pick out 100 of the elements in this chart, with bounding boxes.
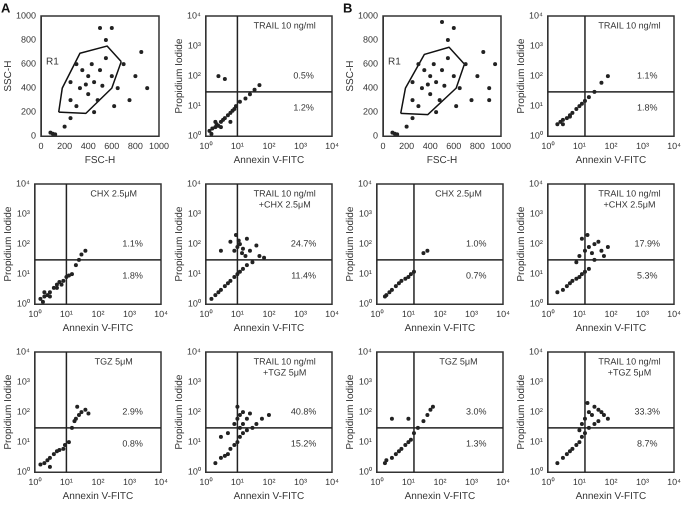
- x-tick-label: 10²: [604, 477, 618, 488]
- x-tick-label: 800: [128, 141, 143, 152]
- text: TRAIL 10 ng/ml: [254, 20, 316, 30]
- x-tick-label: 800: [470, 141, 485, 152]
- x-tick-label: 10³: [464, 477, 478, 488]
- y-tick-label: 10³: [358, 208, 372, 219]
- x-tick-label: 10²: [262, 477, 276, 488]
- x-tick-label: 10³: [294, 141, 307, 152]
- y-tick-label: 10¹: [16, 436, 30, 447]
- x-tick-label: 10²: [604, 309, 618, 320]
- y-tick-label: 10⁰: [16, 298, 30, 309]
- annotation: 5.3%: [637, 270, 658, 280]
- x-tick-label: 10²: [262, 141, 276, 152]
- x-tick-label: 10²: [91, 309, 104, 320]
- y-axis-title: Propidium Iodide: [2, 206, 14, 282]
- y-axis-title: Propidium Iodide: [174, 206, 185, 282]
- y-axis-title: SSC-H: [2, 60, 14, 92]
- x-tick-label: 10¹: [402, 309, 415, 320]
- y-tick-label: 0: [373, 130, 378, 141]
- y-tick-label: 200: [362, 106, 378, 117]
- annotation: 40.8%: [290, 406, 316, 416]
- y-axis-title: Propidium Iodide: [516, 206, 527, 282]
- x-tick-label: 600: [104, 141, 120, 152]
- y-tick-label: 10³: [530, 208, 543, 219]
- y-tick-label: 10⁴: [186, 346, 201, 356]
- x-tick-label: 1000: [148, 141, 170, 152]
- y-tick-label: 10³: [16, 376, 30, 387]
- y-tick-label: 10⁰: [188, 130, 201, 141]
- y-tick-label: 10¹: [188, 436, 201, 447]
- y-tick-label: 200: [20, 106, 36, 117]
- y-tick-label: 10²: [188, 406, 201, 417]
- x-tick-label: 10³: [636, 309, 649, 320]
- y-tick-label: 10³: [16, 208, 30, 219]
- annotation: 33.3%: [634, 406, 660, 416]
- y-tick-label: 10²: [16, 406, 30, 417]
- y-tick-label: 10¹: [530, 268, 543, 279]
- x-tick-label: 0: [380, 141, 386, 152]
- y-tick-label: 10²: [188, 238, 201, 249]
- x-tick-label: 10²: [91, 477, 104, 488]
- y-tick-label: 10³: [188, 208, 201, 219]
- annotation: 1.1%: [637, 70, 658, 80]
- text: TRAIL 10 ng/ml +TGZ 5μM: [598, 356, 661, 378]
- y-tick-label: 600: [362, 58, 378, 69]
- x-tick-label: 10¹: [60, 477, 73, 488]
- x-tick-label: 200: [57, 141, 72, 152]
- y-tick-label: 10⁰: [188, 298, 201, 309]
- x-tick-label: 10¹: [230, 477, 244, 488]
- y-tick-label: 400: [362, 82, 378, 93]
- y-tick-label: 10⁰: [530, 298, 543, 309]
- y-tick-label: 10¹: [530, 436, 543, 447]
- x-tick-label: 10⁴: [496, 309, 510, 320]
- x-tick-label: 10¹: [230, 141, 244, 152]
- y-tick-label: 10⁴: [358, 178, 372, 188]
- x-tick-label: 10³: [636, 141, 649, 152]
- x-tick-label: 10⁰: [199, 477, 212, 488]
- text: A: [1, 0, 11, 16]
- y-tick-label: 10²: [188, 70, 201, 81]
- x-axis-title: Annexin V-FITC: [576, 490, 646, 502]
- x-tick-label: 10⁴: [154, 309, 168, 320]
- x-tick-label: 10¹: [402, 477, 415, 488]
- x-tick-label: 10²: [604, 141, 618, 152]
- x-tick-label: 10²: [262, 309, 276, 320]
- x-axis-title: Annexin V-FITC: [576, 154, 646, 166]
- y-tick-label: 400: [20, 82, 36, 93]
- annotation: 1.8%: [637, 102, 658, 112]
- y-tick-label: 600: [20, 58, 36, 69]
- x-tick-label: 10⁴: [667, 477, 682, 488]
- annotation: 1.2%: [293, 102, 314, 112]
- x-tick-label: 10⁰: [199, 309, 212, 320]
- y-tick-label: 10⁴: [16, 178, 30, 188]
- x-tick-label: 10³: [464, 309, 478, 320]
- y-tick-label: 10¹: [188, 100, 201, 111]
- y-tick-label: 10³: [188, 40, 201, 51]
- y-axis-title: Propidium Iodide: [174, 38, 185, 114]
- annotation: 15.2%: [290, 438, 316, 448]
- x-tick-label: 10³: [122, 477, 136, 488]
- y-axis-title: Propidium Iodide: [2, 374, 14, 450]
- x-axis-title: Annexin V-FITC: [234, 322, 304, 334]
- y-tick-label: 1000: [358, 10, 378, 20]
- annotation: 1.1%: [122, 238, 143, 248]
- y-tick-label: 10⁰: [530, 466, 543, 477]
- y-tick-label: 10³: [530, 40, 543, 51]
- y-tick-label: 10⁴: [528, 346, 543, 356]
- x-tick-label: 400: [422, 141, 438, 152]
- x-tick-label: 600: [446, 141, 462, 152]
- x-axis-title: Annexin V-FITC: [62, 322, 134, 334]
- text: CHX 2.5μM: [435, 188, 482, 198]
- y-tick-label: 10⁴: [186, 178, 201, 188]
- annotation: 1.8%: [122, 270, 143, 280]
- y-tick-label: 10³: [530, 376, 543, 387]
- y-tick-label: 10⁰: [530, 130, 543, 141]
- y-tick-label: 1000: [16, 10, 36, 20]
- y-tick-label: 10⁴: [358, 346, 372, 356]
- text: TGZ 5μM: [439, 356, 478, 366]
- y-tick-label: 10²: [358, 238, 372, 249]
- y-axis-title: Propidium Iodide: [174, 374, 185, 450]
- x-tick-label: 1000: [490, 141, 512, 152]
- y-tick-label: 10⁴: [16, 346, 30, 356]
- x-tick-label: 10¹: [60, 309, 73, 320]
- x-tick-label: 400: [80, 141, 96, 152]
